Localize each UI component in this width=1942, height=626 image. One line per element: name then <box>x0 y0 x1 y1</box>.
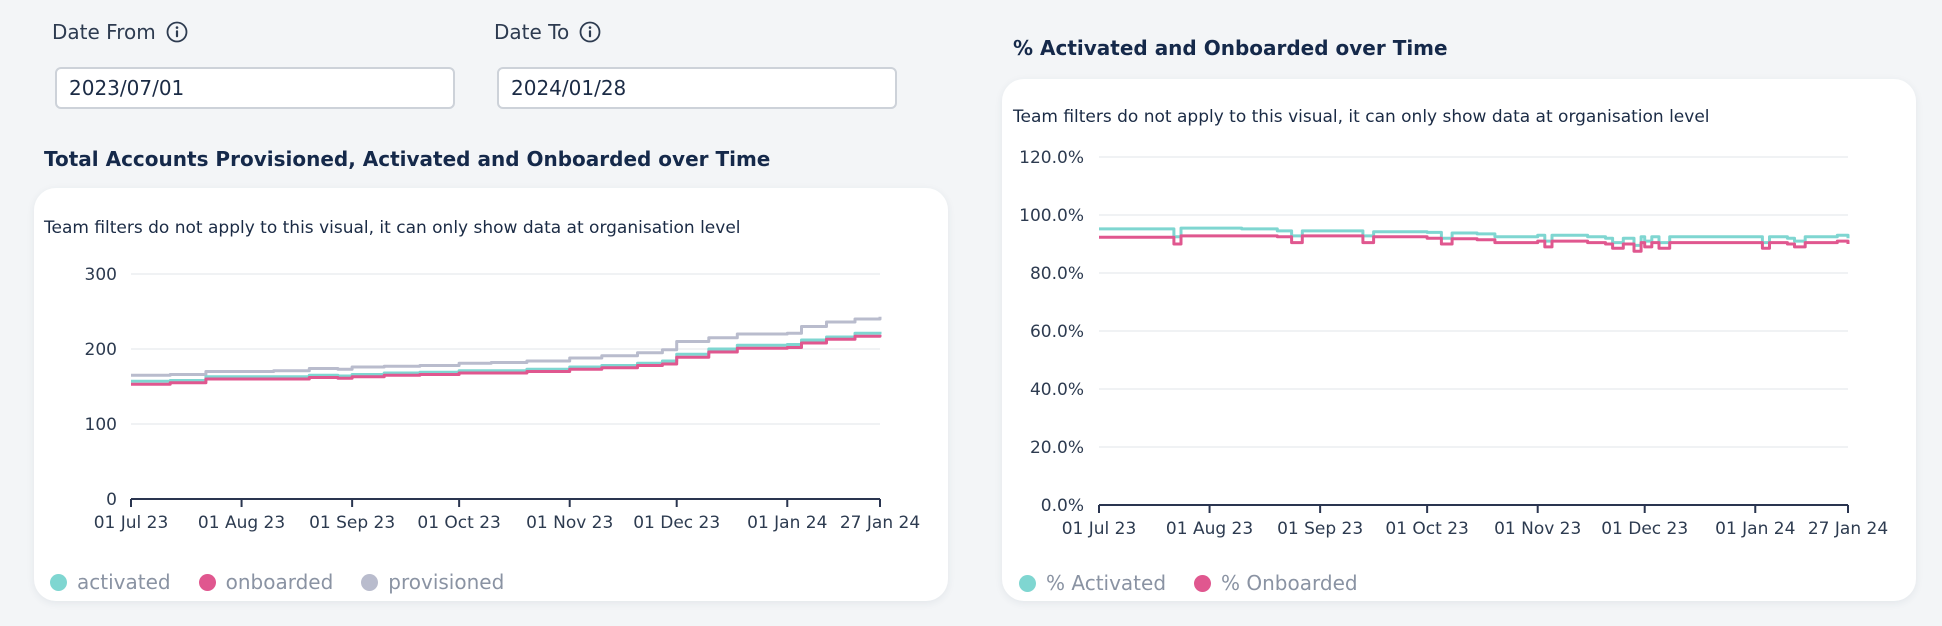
y-tick-label: 0.0% <box>1041 496 1084 516</box>
percent-line-chart: 0.0% 20.0% 40.0% 60.0% 80.0% 100.0% 120.0% 01 J… <box>1019 148 1888 539</box>
y-tick-label: 20.0% <box>1030 438 1084 458</box>
x-tick-label: 01 Jul 23 <box>94 513 169 533</box>
series-line-onboarded <box>1099 234 1850 253</box>
y-tick-label: 60.0% <box>1030 322 1084 342</box>
legend-item-onboarded[interactable]: onboarded <box>198 570 334 594</box>
percent-chart-legend: % Activated % Onboarded <box>1019 571 1358 595</box>
legend-label: onboarded <box>225 570 334 594</box>
legend-item-activated[interactable]: % Activated <box>1019 571 1166 595</box>
x-tick-label: 01 Sep 23 <box>309 513 395 533</box>
legend-label: % Onboarded <box>1221 571 1358 595</box>
y-tick-label: 0 <box>106 490 117 510</box>
x-tick-label: 01 Sep 23 <box>1277 519 1363 539</box>
accounts-chart-legend: activated onboarded provisioned <box>50 570 504 594</box>
accounts-chart-card: Team filters do not apply to this visual… <box>34 188 948 601</box>
percent-chart-note: Team filters do not apply to this visual… <box>1013 107 1710 127</box>
legend-item-onboarded[interactable]: % Onboarded <box>1194 571 1358 595</box>
y-tick-label: 100 <box>85 415 117 435</box>
y-tick-label: 200 <box>85 340 117 360</box>
date-from-label: Date From <box>52 20 188 44</box>
legend-label: % Activated <box>1046 571 1167 595</box>
series-line-activated <box>1099 226 1850 247</box>
x-tick-label: 27 Jan 24 <box>840 513 920 533</box>
legend-label: provisioned <box>388 570 505 594</box>
percent-chart-card: Team filters do not apply to this visual… <box>1002 79 1916 601</box>
legend-label: activated <box>77 570 171 594</box>
y-tick-label: 120.0% <box>1019 148 1084 168</box>
x-tick-label: 01 Dec 23 <box>633 513 720 533</box>
x-tick-label: 27 Jan 24 <box>1808 519 1888 539</box>
date-to-label-text: Date To <box>494 20 570 44</box>
x-tick-label: 01 Nov 23 <box>1494 519 1581 539</box>
series-line-provisioned <box>131 316 882 377</box>
legend-dot-activated <box>50 573 67 591</box>
legend-dot-onboarded <box>198 573 216 591</box>
y-tick-label: 300 <box>85 265 117 285</box>
y-tick-label: 80.0% <box>1030 264 1084 284</box>
x-tick-label: 01 Jul 23 <box>1062 519 1137 539</box>
date-to-input[interactable] <box>497 67 897 109</box>
x-tick-label: 01 Oct 23 <box>417 513 500 533</box>
date-from-input[interactable] <box>55 67 455 109</box>
legend-item-provisioned[interactable]: provisioned <box>361 570 504 594</box>
accounts-chart-title: Total Accounts Provisioned, Activated an… <box>44 147 771 171</box>
legend-item-activated[interactable]: activated <box>50 570 171 594</box>
x-tick-label: 01 Jan 24 <box>1715 519 1795 539</box>
info-icon[interactable] <box>166 21 188 43</box>
percent-chart-title: % Activated and Onboarded over Time <box>1013 36 1448 60</box>
date-to-label: Date To <box>494 20 601 44</box>
info-icon[interactable] <box>579 21 601 43</box>
date-from-label-text: Date From <box>52 20 156 44</box>
legend-dot-provisioned <box>361 573 379 591</box>
x-tick-label: 01 Nov 23 <box>526 513 613 533</box>
x-tick-label: 01 Aug 23 <box>198 513 285 533</box>
series-line-activated <box>131 331 882 383</box>
y-tick-label: 40.0% <box>1030 380 1084 400</box>
y-tick-label: 100.0% <box>1019 206 1084 226</box>
x-tick-label: 01 Oct 23 <box>1385 519 1468 539</box>
x-tick-label: 01 Jan 24 <box>747 513 827 533</box>
series-line-onboarded <box>131 334 882 386</box>
x-tick-label: 01 Aug 23 <box>1166 519 1253 539</box>
accounts-chart-note: Team filters do not apply to this visual… <box>44 218 741 238</box>
legend-dot-onboarded <box>1194 574 1212 592</box>
x-tick-label: 01 Dec 23 <box>1601 519 1688 539</box>
accounts-line-chart: 0 100 200 300 01 Jul 23 01 Aug 23 01 Sep 23 01 … <box>85 265 921 533</box>
legend-dot-activated <box>1019 574 1036 592</box>
